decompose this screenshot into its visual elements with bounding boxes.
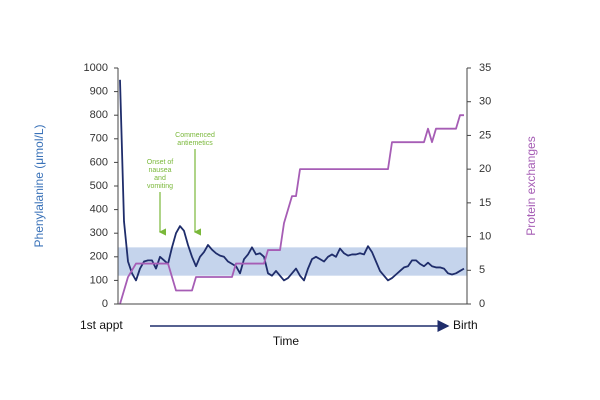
y-tick-label: 700 <box>90 133 108 145</box>
y-tick-label: 600 <box>90 156 108 168</box>
y2-tick-label: 25 <box>479 129 491 141</box>
series-line <box>119 114 464 305</box>
annotation-text: nausea <box>149 167 172 174</box>
y2-tick-label: 5 <box>479 264 485 276</box>
y-tick-label: 800 <box>90 109 108 121</box>
y2-tick-label: 15 <box>479 197 491 209</box>
y2-tick-label: 20 <box>479 163 491 175</box>
y-tick-label: 300 <box>90 227 108 239</box>
plot-area <box>118 79 467 305</box>
y2-tick-label: 30 <box>479 96 491 108</box>
y2-tick-label: 35 <box>479 62 491 74</box>
annotation-text: Commenced <box>175 132 215 139</box>
y2-tick-label: 0 <box>479 298 485 310</box>
annotation-text: vomiting <box>147 183 173 190</box>
annotation-text: antiemetics <box>177 140 213 147</box>
annotation-text: and <box>154 175 166 182</box>
y-tick-label: 900 <box>90 86 108 98</box>
y-tick-label: 400 <box>90 204 108 216</box>
y-tick-label: 100 <box>90 274 108 286</box>
target-band <box>118 247 467 276</box>
y-tick-label: 1000 <box>84 62 108 74</box>
annotation-text: Onset of <box>147 159 174 166</box>
x-axis-label: Time <box>273 334 300 348</box>
y-tick-label: 0 <box>102 298 108 310</box>
series-line <box>119 79 465 282</box>
y-tick-label: 500 <box>90 180 108 192</box>
y-axis-label: Phenylalanine (μmol/L) <box>32 125 46 248</box>
x-end-label: Birth <box>453 318 478 332</box>
y2-tick-label: 10 <box>479 230 491 242</box>
x-start-label: 1st appt <box>80 318 123 332</box>
y2-axis-label: Protein exchanges <box>524 136 538 235</box>
y-tick-label: 200 <box>90 251 108 263</box>
